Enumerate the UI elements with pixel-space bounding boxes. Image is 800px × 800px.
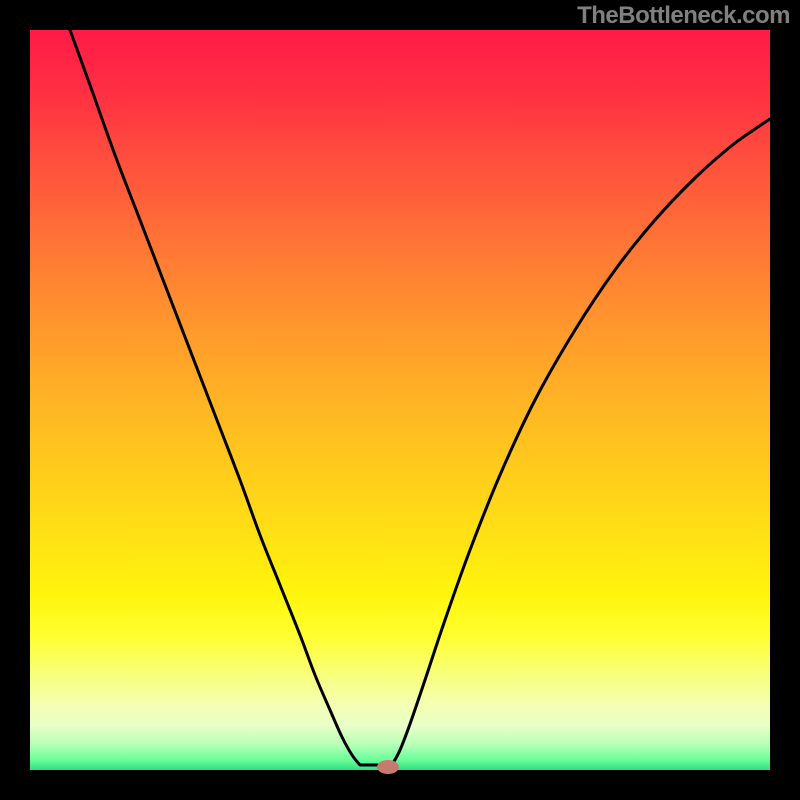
plot-background [30,30,770,770]
bottleneck-chart [0,0,800,800]
optimum-marker [377,760,399,774]
watermark-text: TheBottleneck.com [577,2,790,30]
chart-container: TheBottleneck.com [0,0,800,800]
